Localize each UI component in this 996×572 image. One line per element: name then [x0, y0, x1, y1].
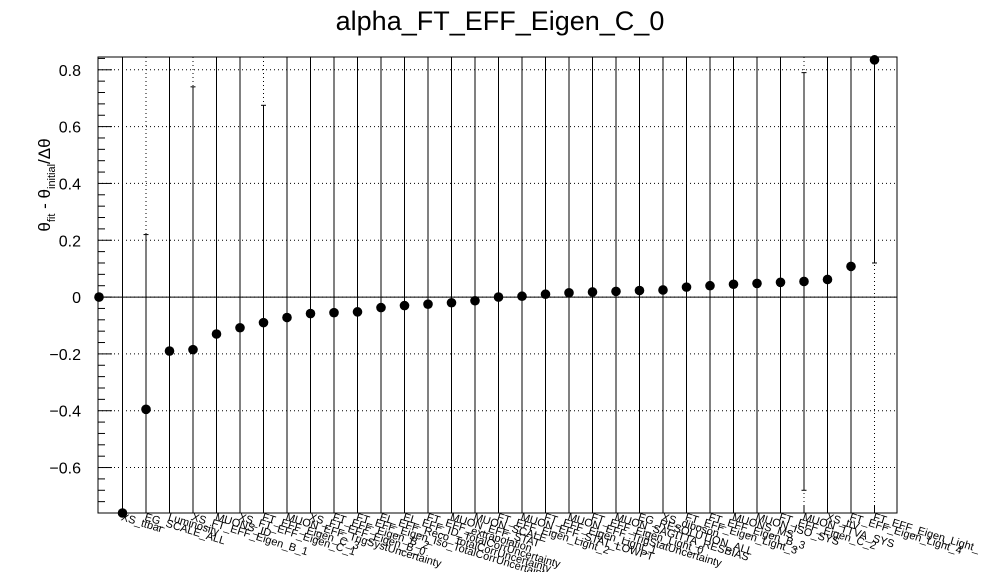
- data-point: [352, 307, 363, 317]
- y-axis-label-minus: -: [35, 198, 54, 213]
- y-axis-label-sub-initial: initial: [46, 164, 58, 189]
- data-point: [705, 280, 715, 291]
- data-point: [117, 508, 128, 518]
- data-point: [728, 279, 739, 290]
- error-bars: [122, 57, 877, 513]
- data-point: [658, 285, 668, 295]
- data-point: [211, 329, 222, 339]
- data-point: [634, 285, 645, 296]
- data-point: [540, 289, 551, 300]
- data-points: [94, 55, 880, 518]
- y-axis-label-div: /Δθ: [35, 138, 54, 164]
- y-tick-label: 0.2: [59, 233, 81, 250]
- data-point: [752, 278, 762, 289]
- y-axis-label-theta-2: θ: [35, 189, 54, 198]
- y-tick-label: −0.4: [49, 404, 81, 421]
- chart-title: alpha_FT_EFF_Eigen_C_0: [336, 6, 665, 36]
- y-tick-label: 0.4: [59, 176, 81, 193]
- data-point: [188, 344, 198, 355]
- data-point: [517, 291, 527, 302]
- data-point: [587, 287, 598, 297]
- data-point: [470, 295, 480, 306]
- data-point: [681, 282, 692, 292]
- y-tick-label: 0: [72, 290, 81, 307]
- y-axis-label-theta: θ: [35, 222, 54, 231]
- data-point: [775, 277, 786, 288]
- data-point: [493, 292, 504, 302]
- data-point: [423, 299, 433, 309]
- category-labels: XS_ttbarEG_SCALE_ALLLuminosityXS_FT_EFF_…: [120, 511, 982, 572]
- data-point: [799, 276, 809, 287]
- data-point: [611, 286, 621, 297]
- data-point: [164, 346, 175, 356]
- data-point: [399, 300, 410, 311]
- data-point: [305, 308, 316, 319]
- data-point: [564, 288, 574, 298]
- data-point: [94, 292, 104, 302]
- data-point: [282, 312, 292, 323]
- data-point: [846, 261, 856, 272]
- y-ticks: −0.6 −0.4 −0.2 0 0.2 0.4 0.6 0.8: [49, 57, 875, 514]
- data-point: [376, 302, 386, 313]
- data-point: [446, 297, 457, 308]
- data-point: [329, 307, 339, 318]
- y-tick-label: 0.8: [59, 63, 81, 80]
- plot-frame: [97, 56, 898, 514]
- data-point: [869, 55, 880, 65]
- data-point: [258, 317, 269, 328]
- y-axis-label-sub-fit: fit: [46, 214, 58, 223]
- y-tick-label: 0.6: [59, 120, 81, 137]
- data-point: [822, 274, 833, 285]
- data-point: [141, 404, 151, 415]
- y-axis-label: θfit - θinitial/Δθ: [35, 138, 58, 231]
- y-tick-label: −0.2: [49, 347, 81, 364]
- data-point: [235, 322, 245, 333]
- y-tick-label: −0.6: [49, 461, 81, 478]
